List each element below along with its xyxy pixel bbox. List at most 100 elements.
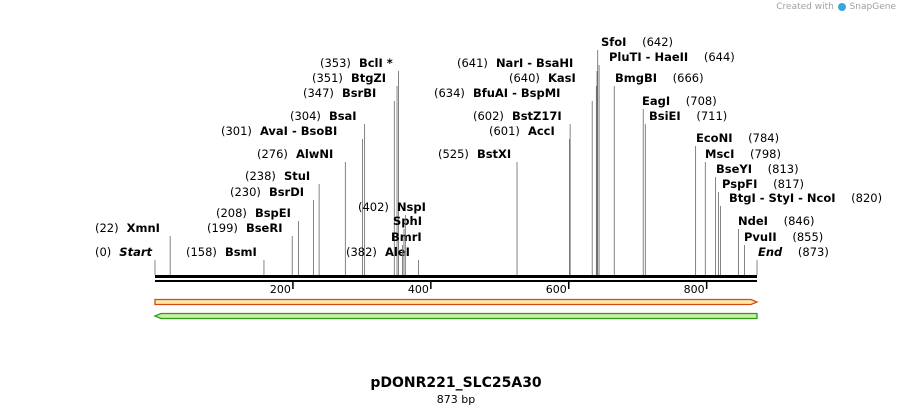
site-position: (641): [457, 56, 488, 70]
site-label: (199) BseRI: [207, 221, 282, 235]
site-pspfi: PspFI (817): [717, 177, 804, 275]
site-label: (351) BtgZI: [312, 71, 386, 85]
backbone-top-line: [155, 275, 757, 278]
site-btgzi: (351) BtgZI: [312, 71, 398, 275]
site-label: (276) AlwNI: [257, 147, 333, 161]
site-label: BtgI - StyI - NcoI (820): [729, 191, 882, 205]
site-name: PspFI: [722, 177, 757, 191]
site-label: BmrI: [391, 230, 422, 244]
site-label: (641) NarI - BsaHI: [457, 56, 573, 70]
site-label: (634) BfuAI - BspMI: [434, 86, 560, 100]
site-bsrbi: (347) BsrBI: [303, 86, 395, 275]
credit-prefix: Created with: [776, 2, 834, 12]
plasmid-name: pDONR221_SLC25A30: [370, 375, 542, 391]
site-pluti-haeii: PluTI - HaeII (644): [598, 50, 735, 275]
site-name: MscI: [705, 147, 734, 161]
site-name: AlwNI: [296, 147, 333, 161]
ruler-tick-label: 800: [684, 283, 705, 296]
site-ndei: NdeI (846): [737, 214, 815, 275]
site-name: BsaI: [329, 109, 357, 123]
site-label: MscI (798): [705, 147, 781, 161]
site-label: NdeI (846): [738, 214, 815, 228]
site-bcli: (353) BclI *: [320, 56, 399, 275]
site-position: (813): [764, 162, 799, 176]
site-bsmi: (158) BsmI: [186, 245, 265, 275]
site-stui: (238) StuI: [245, 169, 320, 275]
site-acci: (601) AccI: [489, 124, 570, 275]
site-position: (304): [290, 109, 321, 123]
site-label: (353) BclI *: [320, 56, 393, 70]
site-position: (784): [744, 131, 779, 145]
site-label: (304) BsaI: [290, 109, 357, 123]
site-xmni: (22) XmnI: [95, 221, 171, 275]
site-label: PluTI - HaeII (644): [609, 50, 735, 64]
site-alwni: (276) AlwNI: [257, 147, 346, 275]
site-name: StuI: [284, 169, 310, 183]
site-position: (208): [216, 206, 247, 220]
site-position: (666): [669, 71, 704, 85]
site-eagi: EagI (708): [642, 94, 717, 275]
site-kasi: (640) KasI: [509, 71, 597, 275]
site-position: (22): [95, 221, 119, 235]
site-name: BsiEI: [649, 109, 681, 123]
site-label: (22) XmnI: [95, 221, 160, 235]
site-name: BstZ17I: [512, 109, 562, 123]
site-name: BsrDI: [269, 185, 304, 199]
site-label: (402) NspI: [358, 200, 426, 214]
site-label: (0) Start: [95, 245, 153, 259]
snapgene-credit: Created with SnapGene: [776, 2, 896, 12]
site-name: XmnI: [127, 221, 160, 235]
site-position: (525): [438, 147, 469, 161]
site-nari-bsahi: (641) NarI - BsaHI: [457, 56, 598, 275]
ruler-tick-label: 200: [270, 283, 291, 296]
site-position: (873): [794, 245, 829, 259]
reverse-feature: [153, 312, 758, 320]
site-position: (820): [848, 191, 883, 205]
site-label: (382) AleI: [346, 245, 410, 259]
site-label: BsiEI (711): [649, 109, 727, 123]
site-position: (158): [186, 245, 217, 259]
site-name: SfoI: [601, 35, 626, 49]
site-name: AccI: [528, 124, 555, 138]
site-position: (199): [207, 221, 238, 235]
site-name: NdeI: [738, 214, 768, 228]
site-position: (642): [638, 35, 673, 49]
site-label: (347) BsrBI: [303, 86, 376, 100]
site-name: BtgI - StyI - NcoI: [729, 191, 836, 205]
site-bfuai-bspmi: (634) BfuAI - BspMI: [434, 86, 593, 275]
forward-feature: [154, 298, 759, 306]
site-pvuii: PvuII (855): [744, 230, 823, 275]
site-position: (846): [780, 214, 815, 228]
site-label: BmgBI (666): [615, 71, 704, 85]
site-name: AvaI - BsoBI: [260, 124, 337, 138]
site-bstxi: (525) BstXI: [438, 147, 518, 275]
site-name: PluTI - HaeII: [609, 50, 688, 64]
site-sfoi: SfoI (642): [597, 35, 673, 275]
site-name: BstXI: [477, 147, 511, 161]
site-position: (301): [221, 124, 252, 138]
site-name: PvuII: [744, 230, 777, 244]
site-label: EagI (708): [642, 94, 717, 108]
site-position: (711): [693, 109, 728, 123]
site-name: EcoNI: [696, 131, 732, 145]
site-position: (238): [245, 169, 276, 183]
site-btgi-styi-ncoi: BtgI - StyI - NcoI (820): [720, 191, 882, 275]
site-end: End (873): [756, 245, 829, 275]
site-econi: EcoNI (784): [695, 131, 779, 275]
site-bmri: BmrI: [391, 230, 422, 275]
site-label: PvuII (855): [744, 230, 823, 244]
site-bsiei: BsiEI (711): [644, 109, 727, 275]
site-bseri: (199) BseRI: [207, 221, 293, 275]
site-name: BmrI: [391, 230, 422, 244]
site-avai-bsobi: (301) AvaI - BsoBI: [221, 124, 363, 275]
site-bseyi: BseYI (813): [715, 162, 799, 275]
site-bsrdi: (230) BsrDI: [230, 185, 315, 275]
site-label: (525) BstXI: [438, 147, 511, 161]
site-label: SfoI (642): [601, 35, 673, 49]
ruler-tick-label: 600: [546, 283, 567, 296]
site-position: (634): [434, 86, 465, 100]
site-position: (602): [473, 109, 504, 123]
site-position: (644): [700, 50, 735, 64]
site-name: BseRI: [246, 221, 283, 235]
site-name: BclI *: [359, 56, 393, 70]
